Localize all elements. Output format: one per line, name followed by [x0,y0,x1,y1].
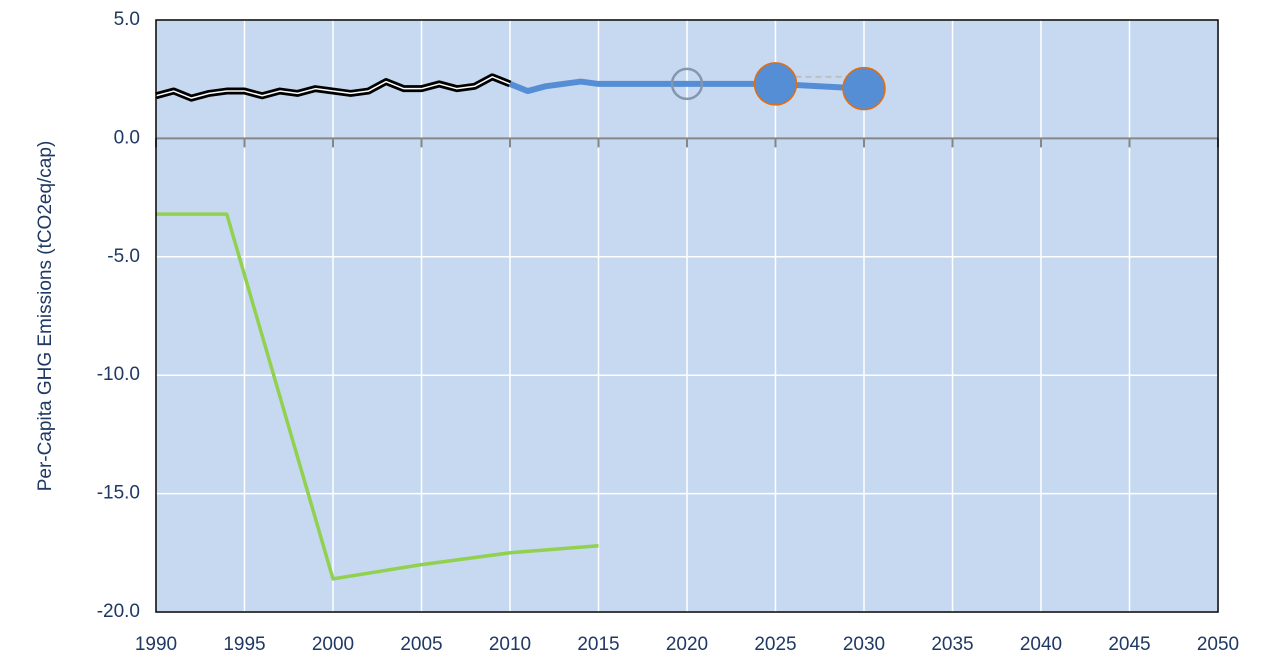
series-line [508,78,865,95]
x-tick-label: 1990 [135,634,177,655]
y-tick-label: -10.0 [97,364,140,385]
marker [842,66,886,111]
x-tick-label: 2050 [1197,634,1239,655]
x-tick-label: 2025 [754,634,796,655]
y-axis-label: Per-Capita GHG Emissions (tCO2eq/cap) [35,141,56,492]
x-tick-label: 2005 [400,634,442,655]
y-tick-label: 5.0 [114,9,140,30]
x-tick-label: 2010 [489,634,531,655]
y-tick-label: -5.0 [107,246,140,267]
y-tick-label: 0.0 [114,127,140,148]
x-tick-label: 2000 [312,634,354,655]
x-tick-label: 2030 [843,634,885,655]
series-line [155,76,511,99]
y-tick-label: -15.0 [97,483,140,504]
marker [753,62,798,106]
plot-border [155,19,1219,613]
x-tick-label: 1995 [223,634,265,655]
x-tick-label: 2015 [577,634,619,655]
x-tick-label: 2035 [931,634,973,655]
y-tick-label: -20.0 [97,601,140,622]
marker [670,67,704,101]
series-line [156,212,599,581]
x-tick-label: 2040 [1020,634,1062,655]
x-tick-label: 2045 [1108,634,1150,655]
x-tick-label: 2020 [666,634,708,655]
